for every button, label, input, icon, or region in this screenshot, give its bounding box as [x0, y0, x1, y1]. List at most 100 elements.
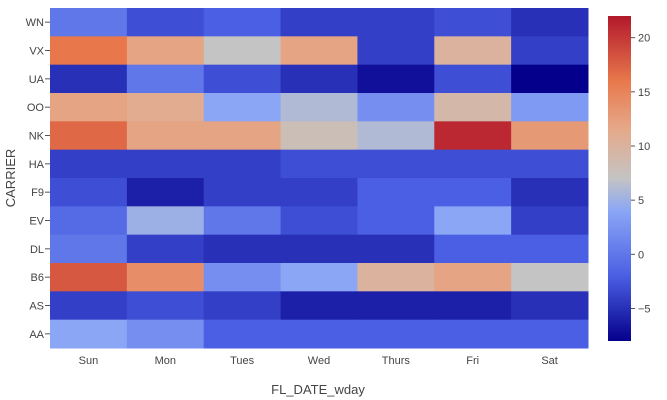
x-tick-label: Tues	[230, 355, 255, 367]
heatmap-cell-EV-Fri	[434, 206, 512, 236]
y-tick-label: AS	[29, 301, 44, 313]
heatmap-cell-DL-Thurs	[357, 234, 435, 264]
heatmap-cell-EV-Sat	[511, 206, 589, 236]
heatmap-cell-AA-Fri	[434, 319, 512, 349]
heatmap-cell-B6-Thurs	[357, 263, 435, 292]
y-tick-label: DL	[30, 244, 44, 256]
heatmap-cell-F9-Fri	[434, 178, 512, 207]
y-tick-label: HA	[29, 159, 45, 171]
heatmap-cell-WN-Tues	[203, 8, 282, 37]
heatmap-cell-B6-Sat	[511, 263, 589, 292]
heatmap-cell-B6-Wed	[280, 263, 358, 292]
heatmap-cell-VX-Tues	[203, 36, 282, 66]
heatmap-cell-F9-Sun	[50, 178, 128, 207]
heatmap-cell-HA-Wed	[280, 149, 358, 179]
heatmap-cell-NK-Tues	[203, 121, 282, 151]
heatmap-cell-AS-Mon	[126, 291, 205, 321]
colorbar-tick-label: 0	[638, 249, 644, 261]
heatmap-cell-F9-Tues	[203, 178, 282, 207]
heatmap-cell-VX-Sun	[50, 36, 128, 66]
heatmap-cell-NK-Thurs	[357, 121, 435, 151]
heatmap-cell-EV-Wed	[280, 206, 358, 236]
heatmap-cell-OO-Sun	[50, 93, 128, 122]
heatmap-cell-EV-Tues	[203, 206, 282, 236]
heatmap-cell-AA-Tues	[203, 319, 282, 349]
heatmap-cell-AA-Sun	[50, 319, 128, 349]
heatmap-cell-HA-Tues	[203, 149, 282, 179]
heatmap-cell-HA-Fri	[434, 149, 512, 179]
heatmap-cell-NK-Mon	[126, 121, 205, 151]
y-tick-label: WN	[26, 17, 44, 29]
y-tick-labels: WN VX UA OO NK HA F9 EV DL B6 AS AA	[26, 17, 50, 341]
x-tick-label: Mon	[155, 355, 176, 367]
heatmap-cell-WN-Wed	[280, 8, 358, 37]
heatmap-cell-WN-Thurs	[357, 8, 435, 37]
heatmap-cells	[50, 8, 589, 349]
heatmap-cell-OO-Thurs	[357, 93, 435, 122]
heatmap-cell-NK-Sat	[511, 121, 589, 151]
y-tick-label: UA	[29, 74, 45, 86]
heatmap-cell-DL-Tues	[203, 234, 282, 264]
y-tick-label: VX	[29, 46, 44, 58]
y-tick-label: AA	[29, 329, 44, 341]
heatmap-cell-AA-Mon	[126, 319, 205, 349]
heatmap-cell-F9-Thurs	[357, 178, 435, 207]
heatmap-cell-UA-Tues	[203, 64, 282, 94]
x-tick-label: Thurs	[382, 355, 411, 367]
y-axis-title: CARRIER	[3, 149, 18, 208]
heatmap-cell-EV-Thurs	[357, 206, 435, 236]
heatmap-cell-VX-Thurs	[357, 36, 435, 66]
heatmap-cell-WN-Fri	[434, 8, 512, 37]
heatmap-cell-VX-Mon	[126, 36, 205, 66]
heatmap-cell-B6-Mon	[126, 263, 205, 292]
heatmap-cell-AA-Wed	[280, 319, 358, 349]
heatmap-cell-WN-Sat	[511, 8, 589, 37]
heatmap-cell-DL-Wed	[280, 234, 358, 264]
x-tick-label: Fri	[466, 355, 479, 367]
heatmap-cell-HA-Sat	[511, 149, 589, 179]
heatmap-cell-AS-Sat	[511, 291, 589, 321]
heatmap-cell-AA-Thurs	[357, 319, 435, 349]
heatmap-cell-AA-Sat	[511, 319, 589, 349]
y-tick-label: EV	[29, 216, 44, 228]
heatmap-cell-NK-Sun	[50, 121, 128, 151]
heatmap-cell-VX-Sat	[511, 36, 589, 66]
colorbar-tick-label: −5	[638, 304, 651, 316]
heatmap-cell-AS-Thurs	[357, 291, 435, 321]
x-axis-title: FL_DATE_wday	[271, 382, 365, 397]
x-tick-label: Sun	[79, 355, 99, 367]
heatmap-cell-HA-Mon	[126, 149, 205, 179]
colorbar-tick-labels: 20 15 10 5 0 −5	[631, 33, 651, 316]
heatmap-cell-VX-Wed	[280, 36, 358, 66]
heatmap-cell-UA-Fri	[434, 64, 512, 94]
heatmap-cell-OO-Tues	[203, 93, 282, 122]
x-tick-label: Wed	[308, 355, 330, 367]
heatmap-cell-DL-Fri	[434, 234, 512, 264]
colorbar-tick-label: 20	[638, 33, 650, 45]
heatmap-cell-UA-Thurs	[357, 64, 435, 94]
heatmap-cell-EV-Sun	[50, 206, 128, 236]
colorbar-tick-label: 5	[638, 195, 644, 207]
heatmap-cell-OO-Fri	[434, 93, 512, 122]
heatmap-cell-OO-Mon	[126, 93, 205, 122]
heatmap-cell-DL-Mon	[126, 234, 205, 264]
heatmap-cell-DL-Sun	[50, 234, 128, 264]
heatmap-cell-AS-Wed	[280, 291, 358, 321]
heatmap-cell-UA-Wed	[280, 64, 358, 94]
heatmap-cell-WN-Mon	[126, 8, 205, 37]
heatmap-cell-F9-Sat	[511, 178, 589, 207]
y-tick-label: B6	[31, 272, 44, 284]
heatmap-cell-DL-Sat	[511, 234, 589, 264]
heatmap-cell-F9-Wed	[280, 178, 358, 207]
colorbar	[608, 16, 631, 341]
heatmap-cell-UA-Mon	[126, 64, 205, 94]
y-tick-label: OO	[27, 102, 45, 114]
heatmap-cell-WN-Sun	[50, 8, 128, 37]
heatmap-cell-B6-Fri	[434, 263, 512, 292]
heatmap-cell-OO-Wed	[280, 93, 358, 122]
heatmap-cell-VX-Fri	[434, 36, 512, 66]
heatmap-cell-OO-Sat	[511, 93, 589, 122]
heatmap-cell-UA-Sun	[50, 64, 128, 94]
heatmap-cell-NK-Fri	[434, 121, 512, 151]
